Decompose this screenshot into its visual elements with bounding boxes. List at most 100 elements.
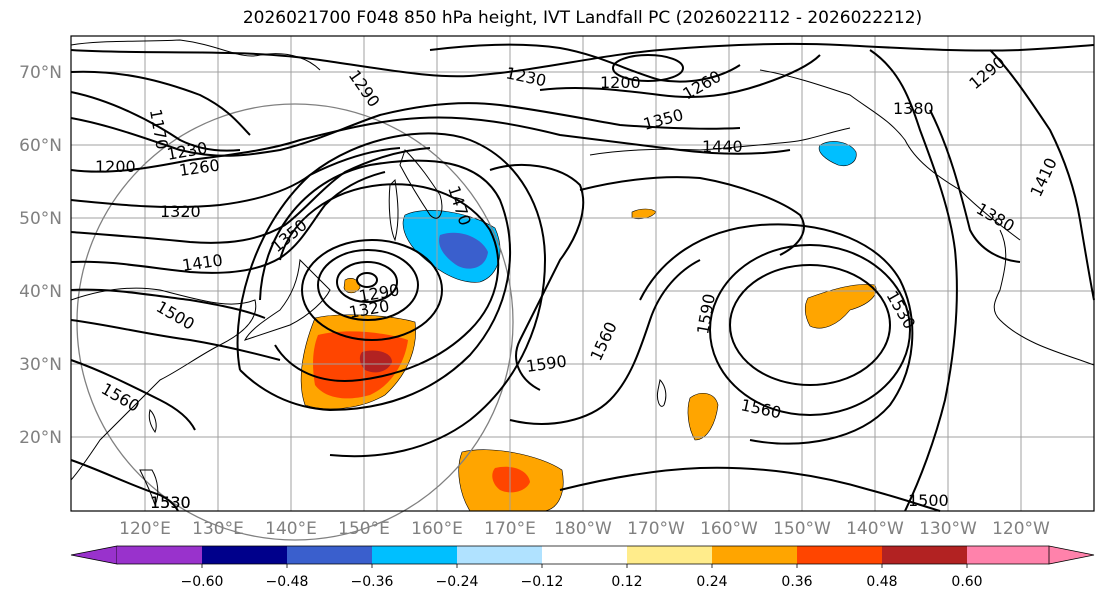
coast-taiwan [148, 409, 157, 434]
contour-label: 1200 [95, 157, 136, 176]
contour-line [274, 183, 500, 382]
contour-line [70, 42, 1095, 78]
longitude-labels: 120°E 130°E 140°E 150°E 160°E 170°E 180°… [119, 519, 1050, 539]
contour-line [70, 116, 791, 173]
contour-label: 1500 [908, 491, 949, 510]
colorbar-extend-min [70, 545, 118, 565]
graticule [71, 36, 1094, 511]
contour-line [70, 102, 741, 157]
contour-line [236, 132, 547, 458]
lat-label: 60°N [19, 136, 62, 156]
ivt-blob-positive-subtropic-core [492, 466, 530, 493]
contour-low [317, 249, 419, 321]
colorbar-tick: 0.24 [696, 574, 727, 590]
coast-sakhalin [388, 178, 399, 242]
lon-label: 120°E [119, 519, 171, 539]
contour-label: 1320 [160, 202, 201, 221]
contour-line [559, 466, 941, 512]
colorbar-bin [117, 546, 202, 564]
colorbar-bin [627, 546, 712, 564]
height-contours [70, 42, 1095, 512]
lon-label: 140°W [846, 519, 904, 539]
contour-line [70, 91, 241, 152]
contour-line [509, 259, 701, 425]
contour-line [429, 43, 741, 83]
contour-high [729, 264, 891, 386]
colorbar-tick: −0.36 [351, 574, 394, 590]
contour-line [70, 319, 281, 361]
coast-north-america [993, 229, 1095, 366]
coast-alaska [759, 69, 1021, 241]
colorbar-bin [797, 546, 882, 564]
ivt-blob-positive-japan-core [359, 350, 392, 373]
lon-label: 140°E [265, 519, 317, 539]
contour-line [489, 164, 585, 391]
contour-line [70, 459, 179, 512]
contour-line [639, 223, 914, 445]
contour-label: 1530 [150, 493, 191, 512]
ivt-blob-positive-hawaii-north [804, 284, 877, 329]
colorbar-tick: −0.48 [266, 574, 309, 590]
contour-label: 1380 [893, 99, 934, 118]
latitude-labels: 70°N 60°N 50°N 40°N 30°N 20°N [19, 63, 62, 448]
colorbar-tick: −0.60 [181, 574, 224, 590]
coast-aleutians [589, 127, 851, 156]
colorbar-tick: 0.48 [866, 574, 897, 590]
contour-high-small [612, 54, 684, 82]
lon-label: 130°W [919, 519, 977, 539]
coast-japan [244, 258, 331, 341]
landfall-region-circle [76, 103, 514, 541]
ivt-blob-positive-hawaii [687, 392, 719, 441]
map-frame [70, 35, 1095, 512]
colorbar-extend-max [1048, 545, 1095, 565]
contour-line [989, 49, 1095, 301]
contour-low [336, 261, 398, 303]
lat-label: 50°N [19, 209, 62, 229]
contour-line [70, 359, 196, 431]
contour-line [70, 147, 401, 209]
contour-label: 1530 [150, 493, 191, 512]
map-title: 2026021700 F048 850 hPa height, IVT Land… [242, 8, 923, 28]
lat-label: 20°N [19, 428, 62, 448]
ivt-blob-negative-kuril-core [439, 232, 488, 269]
lon-label: 150°E [338, 519, 390, 539]
lon-label: 150°W [773, 519, 831, 539]
colorbar-bin [202, 546, 287, 564]
colorbar: −0.60 −0.48 −0.36 −0.24 −0.12 0.12 0.24 … [70, 545, 1095, 590]
colorbar-tick: −0.12 [521, 574, 564, 590]
contour-label: 1440 [702, 137, 743, 156]
lat-label: 70°N [19, 63, 62, 83]
colorbar-tick: 0.36 [781, 574, 812, 590]
colorbar-tick: −0.24 [436, 574, 479, 590]
lon-label: 160°E [411, 519, 463, 539]
lon-label: 120°W [992, 519, 1050, 539]
contour-line [239, 159, 511, 412]
coast-philippines [139, 469, 159, 507]
contour-line [70, 288, 266, 319]
ivt-shading [300, 141, 877, 512]
lon-label: 160°W [700, 519, 758, 539]
contour-line [869, 49, 958, 512]
contour-label: 1200 [600, 73, 641, 92]
colorbar-bin [457, 546, 542, 564]
coast-hawaii [657, 378, 667, 407]
colorbar-bin [372, 546, 457, 564]
colorbar-bin [967, 546, 1049, 564]
contour-low-inner [356, 272, 378, 288]
lat-label: 30°N [19, 355, 62, 375]
contour-line [539, 54, 821, 98]
colorbar-bin [712, 546, 797, 564]
contour-line [70, 171, 386, 274]
contour-labels: 1170 1200 1230 1260 1320 1410 1350 1500 … [95, 52, 1061, 512]
colorbar-bin [542, 546, 627, 564]
contour-line [70, 147, 431, 244]
colorbar-bin [287, 546, 372, 564]
lat-label: 40°N [19, 282, 62, 302]
contour-high [709, 244, 911, 416]
contour-line [579, 176, 805, 256]
contour-low [301, 239, 443, 341]
contour-line [929, 109, 1021, 263]
contour-line [70, 70, 251, 136]
colorbar-tick: 0.12 [611, 574, 642, 590]
